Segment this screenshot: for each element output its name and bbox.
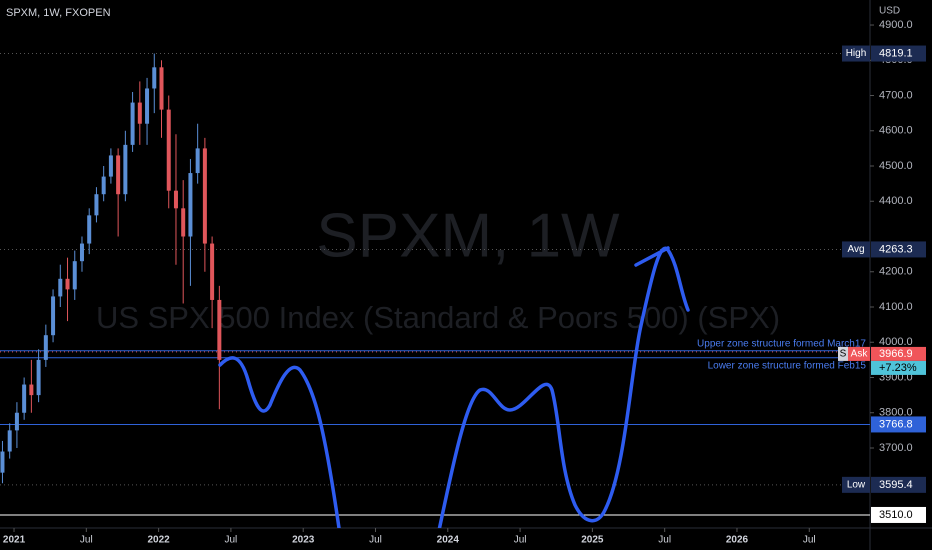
candle-body [65, 278, 70, 290]
ask-label: Ask [851, 349, 869, 360]
current-price-box [871, 346, 926, 361]
candle-body [7, 430, 12, 452]
y-tick-label: 4200.0 [879, 266, 913, 278]
candle-body [101, 176, 106, 195]
candle-body [72, 261, 77, 290]
candle-body [166, 109, 171, 191]
price-label: 3766.8 [879, 418, 913, 430]
price-label-box [871, 416, 926, 433]
watermark-subtitle: US SPX 500 Index (Standard & Poors 500) … [96, 300, 780, 335]
drawing [218, 246, 690, 528]
candle-body [0, 451, 5, 473]
y-tick-label: 4400.0 [879, 195, 913, 207]
x-tick-label: Jul [514, 535, 527, 546]
price-label: 4819.1 [879, 47, 913, 59]
candle-body [87, 215, 92, 244]
x-tick-label: Jul [225, 535, 238, 546]
level-name-box [842, 241, 870, 258]
x-tick-label: 2024 [437, 535, 460, 546]
candle-body [195, 148, 200, 174]
candle-body [217, 299, 222, 360]
candle-body [14, 412, 19, 431]
y-tick-label: 3700.0 [879, 442, 913, 454]
level-name: Avg [847, 244, 864, 255]
candle-body [202, 148, 207, 244]
change-box [871, 360, 926, 375]
candle-body [22, 384, 27, 413]
candle-body [188, 173, 193, 237]
zone-label: Lower zone structure formed Feb15 [708, 360, 867, 371]
candle-body [58, 278, 63, 297]
price-label-box [871, 241, 926, 258]
zone-label: Upper zone structure formed March17 [697, 338, 866, 349]
x-tick-label: 2021 [3, 535, 26, 546]
y-tick-label: 4000.0 [879, 336, 913, 348]
x-tick-label: 2026 [726, 535, 749, 546]
change-label: +7.23% [879, 362, 917, 374]
ask-box [848, 346, 870, 361]
price-label: 3595.4 [879, 479, 913, 491]
candle-body [94, 194, 99, 216]
level-name: High [846, 48, 867, 59]
y-tick-label: 4600.0 [879, 125, 913, 137]
y-tick-label: 4700.0 [879, 89, 913, 101]
candle-body [79, 243, 84, 262]
x-tick-label: Jul [80, 535, 93, 546]
x-tick-label: 2022 [147, 535, 170, 546]
level-name-box [842, 45, 870, 62]
y-tick-label: 3800.0 [879, 407, 913, 419]
candle-body [145, 88, 150, 124]
x-tick-label: Jul [803, 535, 816, 546]
x-tick-label: 2023 [292, 535, 315, 546]
price-label-box [871, 45, 926, 62]
candle-body [29, 384, 34, 396]
current-price-label: 3966.9 [879, 348, 913, 360]
x-tick-label: Jul [658, 535, 671, 546]
y-tick-label: 4900.0 [879, 19, 913, 31]
candle-body [36, 359, 41, 396]
level-name: Low [847, 479, 866, 490]
y-tick-label: 4500.0 [879, 160, 913, 172]
candle-body [43, 335, 48, 360]
x-tick-label: 2025 [581, 535, 604, 546]
candle-body [159, 67, 164, 110]
price-label: 4263.3 [879, 243, 913, 255]
price-label-box [871, 506, 926, 523]
symbol-label: S [840, 349, 847, 360]
watermark: SPXM, 1W [316, 201, 620, 270]
price-label-box [871, 476, 926, 493]
candle-body [116, 155, 121, 195]
y-tick-label: 4100.0 [879, 301, 913, 313]
candle-body [51, 296, 56, 336]
candle-body [137, 102, 142, 124]
candle-body [152, 67, 157, 89]
candle-body [173, 190, 178, 209]
candle-body [130, 102, 135, 145]
level-name-box [842, 476, 870, 493]
price-label: 3510.0 [879, 509, 913, 521]
candle-body [108, 155, 113, 177]
candle-body [181, 208, 186, 237]
chart-title: SPXM, 1W, FXOPEN [6, 7, 111, 19]
symbol-box [838, 346, 848, 361]
candle-body [210, 243, 215, 300]
candle-body [123, 144, 128, 195]
y-axis-label: USD [879, 6, 900, 17]
x-tick-label: Jul [369, 535, 382, 546]
